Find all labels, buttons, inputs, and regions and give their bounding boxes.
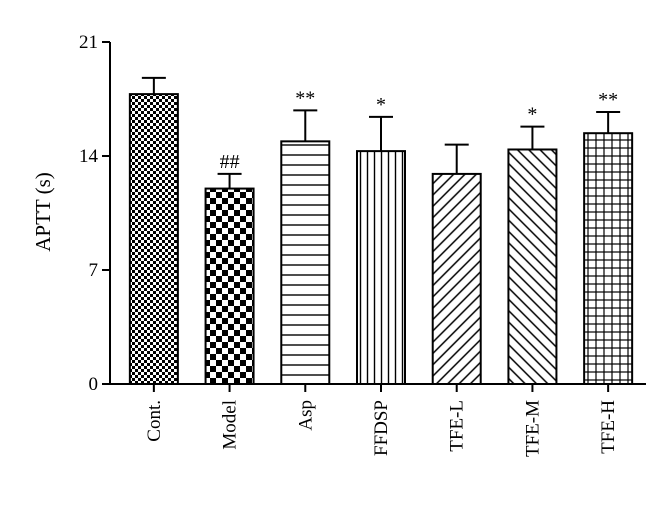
bar-tfe-h bbox=[583, 132, 634, 385]
bar-tfe-l bbox=[431, 172, 482, 385]
significance-label: * bbox=[527, 104, 537, 126]
x-tick-label: Cont. bbox=[144, 400, 165, 442]
bar-tfe-m bbox=[507, 148, 558, 385]
bar-ffdsp bbox=[356, 150, 406, 385]
y-axis-title: APTT (s) bbox=[31, 172, 55, 252]
x-tick-label: TFE-M bbox=[522, 400, 543, 457]
significance-label: * bbox=[376, 94, 386, 116]
error-bars bbox=[141, 76, 621, 189]
significance-label: ** bbox=[295, 87, 315, 109]
x-tick-label: Asp bbox=[295, 400, 316, 431]
y-tick-label: 0 bbox=[89, 374, 99, 395]
y-tick-label: 21 bbox=[79, 32, 98, 53]
significance-label: ** bbox=[598, 89, 618, 111]
significance-label: ## bbox=[220, 151, 240, 173]
y-axis-ticks: 0 7 14 21 bbox=[79, 32, 110, 395]
x-tick-label: TFE-L bbox=[447, 400, 468, 452]
x-tick-label: Model bbox=[220, 400, 241, 450]
y-tick-label: 7 bbox=[89, 260, 99, 281]
bar-asp bbox=[280, 140, 331, 385]
significance-labels: ##** * *** bbox=[220, 87, 619, 173]
bar-cont bbox=[128, 93, 179, 385]
x-axis-labels: Cont. Model Asp FFDSP TFE-L TFE-M TFE-H bbox=[144, 384, 619, 457]
x-tick-label: TFE-H bbox=[598, 400, 619, 454]
y-tick-label: 14 bbox=[79, 146, 99, 167]
x-tick-label: FFDSP bbox=[371, 400, 392, 456]
bar-model bbox=[204, 187, 255, 385]
